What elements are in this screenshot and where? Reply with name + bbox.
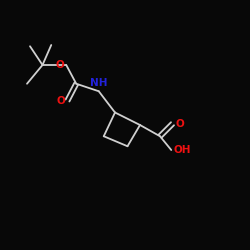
- Text: O: O: [175, 119, 184, 129]
- Text: O: O: [56, 96, 65, 106]
- Text: NH: NH: [90, 78, 108, 88]
- Text: OH: OH: [174, 145, 191, 155]
- Text: O: O: [55, 60, 64, 70]
